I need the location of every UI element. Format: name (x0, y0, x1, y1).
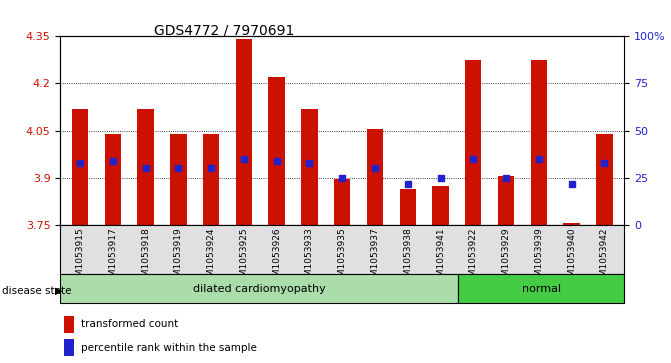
Bar (60, 274, 458, 303)
Text: GSM1053939: GSM1053939 (534, 228, 544, 288)
Text: GSM1053919: GSM1053919 (174, 228, 183, 288)
Bar (203, 134, 219, 225)
Text: disease state: disease state (2, 286, 72, 296)
Bar (170, 134, 187, 225)
Text: GSM1053942: GSM1053942 (600, 228, 609, 288)
Bar (64, 315, 74, 333)
Bar (564, 224, 580, 225)
Bar (105, 134, 121, 225)
Bar (465, 60, 482, 225)
Bar (458, 274, 624, 303)
Text: percentile rank within the sample: percentile rank within the sample (81, 343, 257, 353)
Text: dilated cardiomyopathy: dilated cardiomyopathy (193, 284, 325, 294)
Text: GDS4772 / 7970691: GDS4772 / 7970691 (154, 24, 295, 38)
Text: GSM1053922: GSM1053922 (469, 228, 478, 288)
Bar (432, 186, 449, 225)
Text: GSM1053938: GSM1053938 (403, 228, 412, 288)
Bar (72, 109, 89, 225)
Bar (596, 134, 613, 225)
Text: GSM1053924: GSM1053924 (207, 228, 215, 288)
Text: GSM1053935: GSM1053935 (338, 228, 347, 288)
Text: GSM1053915: GSM1053915 (76, 228, 85, 288)
Bar (236, 40, 252, 225)
Text: GSM1053918: GSM1053918 (141, 228, 150, 288)
Text: ▶: ▶ (55, 286, 62, 296)
Bar (399, 189, 416, 225)
Bar (138, 109, 154, 225)
Text: GSM1053940: GSM1053940 (567, 228, 576, 288)
Text: GSM1053917: GSM1053917 (108, 228, 117, 288)
Text: normal: normal (521, 284, 561, 294)
Text: GSM1053933: GSM1053933 (305, 228, 314, 288)
Bar (367, 129, 383, 225)
Bar (301, 109, 317, 225)
Text: GSM1053941: GSM1053941 (436, 228, 445, 288)
Text: GSM1053937: GSM1053937 (370, 228, 380, 288)
Text: transformed count: transformed count (81, 319, 178, 329)
Bar (498, 176, 514, 225)
Text: GSM1053926: GSM1053926 (272, 228, 281, 288)
Text: GSM1053929: GSM1053929 (501, 228, 511, 288)
Text: GSM1053925: GSM1053925 (240, 228, 248, 288)
Bar (268, 77, 285, 225)
Bar (334, 179, 350, 225)
Bar (531, 60, 547, 225)
Bar (64, 339, 74, 356)
